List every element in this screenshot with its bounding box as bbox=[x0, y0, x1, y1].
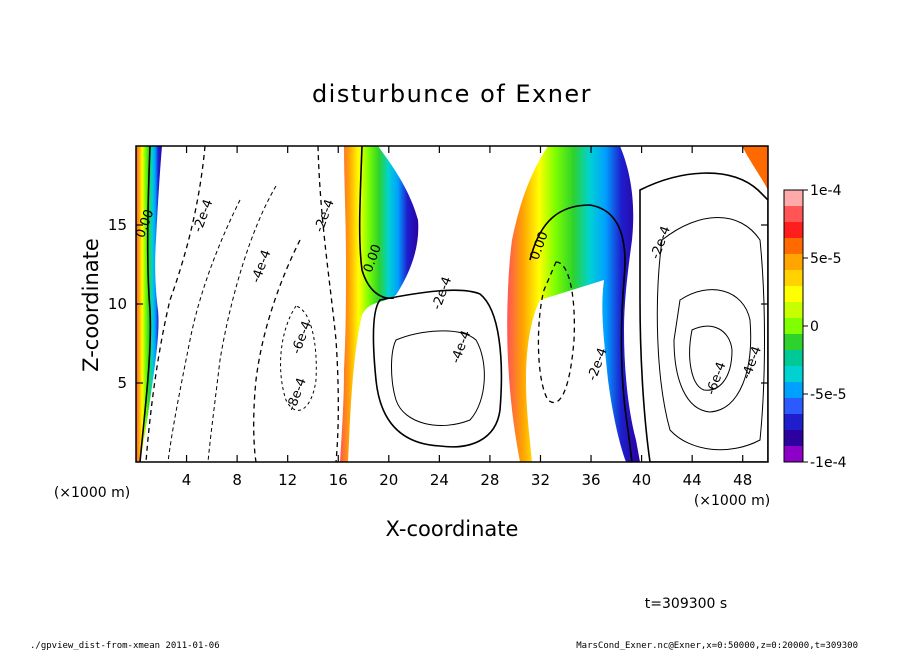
colorbar-tick-label: 5e-5 bbox=[810, 251, 841, 267]
colorbar-swatch bbox=[784, 366, 803, 383]
x-unit-left-label: (×1000 m) bbox=[54, 485, 130, 501]
z-axis: 5 10 15 bbox=[108, 216, 768, 392]
z-axis-label: Z-coordinate bbox=[79, 238, 103, 372]
colorbar-tick-label: -5e-5 bbox=[810, 387, 847, 403]
x-tick-label: 24 bbox=[430, 471, 449, 489]
x-tick-label: 20 bbox=[379, 471, 398, 489]
x-tick-label: 28 bbox=[480, 471, 499, 489]
x-axis-label: X-coordinate bbox=[386, 517, 519, 541]
x-tick-label: 8 bbox=[232, 471, 242, 489]
footer-script-name: ./gpview_dist-from-xmean 2011-01-06 bbox=[30, 641, 220, 651]
colorbar-swatch bbox=[784, 398, 803, 415]
contour-lines bbox=[139, 146, 768, 462]
x-tick-label: 44 bbox=[683, 471, 702, 489]
x-tick-label: 48 bbox=[733, 471, 752, 489]
color-band-3 bbox=[507, 146, 640, 462]
colorbar-swatch bbox=[784, 206, 803, 223]
time-annotation: t=309300 s bbox=[645, 596, 727, 612]
z-tick-label: 15 bbox=[108, 216, 127, 234]
color-band-4 bbox=[742, 146, 768, 190]
chart-title: disturbunce of Exner bbox=[312, 80, 592, 108]
x-tick-label: 4 bbox=[182, 471, 192, 489]
x-tick-label: 40 bbox=[632, 471, 651, 489]
colorbar-tick-label: 0 bbox=[810, 319, 819, 335]
colorbar-swatch bbox=[784, 270, 803, 287]
x-tick-label: 12 bbox=[278, 471, 297, 489]
colorbar-swatch bbox=[784, 222, 803, 239]
colorbar-swatch bbox=[784, 430, 803, 447]
colorbar-swatch bbox=[784, 190, 803, 207]
footer-data-source: MarsCond_Exner.nc@Exner,x=0:50000,z=0:20… bbox=[576, 641, 858, 651]
colorbar-swatch bbox=[784, 286, 803, 303]
colorbar-tick-label: 1e-4 bbox=[810, 183, 842, 199]
colorbar-swatch bbox=[784, 446, 803, 463]
colorbar: 1e-4 5e-5 0 -5e-5 -1e-4 bbox=[783, 183, 847, 471]
x-tick-label: 36 bbox=[581, 471, 600, 489]
plot-area: 0.00 -2e-4-4e-4-6e-4-8e-4-2e-40.00-2e-4-4… bbox=[133, 145, 769, 463]
colorbar-tick-label: -1e-4 bbox=[810, 455, 847, 471]
x-axis: 4 8 12 16 20 24 28 32 36 40 44 48 bbox=[182, 146, 752, 489]
x-unit-right-label: (×1000 m) bbox=[694, 493, 770, 509]
colorbar-swatch bbox=[784, 254, 803, 271]
colorbar-swatch bbox=[784, 318, 803, 335]
colorbar-swatch bbox=[784, 414, 803, 431]
z-tick-label: 5 bbox=[117, 374, 127, 392]
colorbar-swatch bbox=[784, 302, 803, 319]
colorbar-swatch bbox=[784, 382, 803, 399]
x-tick-label: 32 bbox=[531, 471, 550, 489]
x-tick-label: 16 bbox=[329, 471, 348, 489]
colorbar-swatch bbox=[784, 238, 803, 255]
z-tick-label: 10 bbox=[108, 295, 127, 313]
colorbar-swatch bbox=[784, 334, 803, 351]
colorbar-swatch bbox=[784, 350, 803, 367]
